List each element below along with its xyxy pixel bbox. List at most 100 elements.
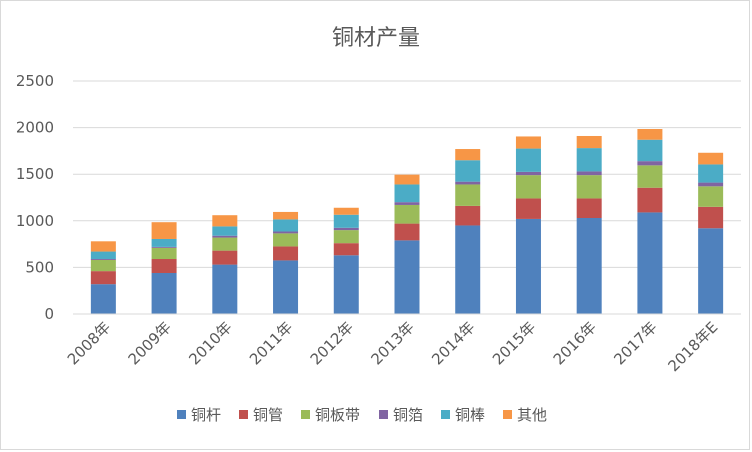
legend-label: 铜杆 (191, 406, 221, 424)
bar-segment (151, 272, 177, 314)
legend-swatch (379, 410, 388, 419)
bar-segment (637, 161, 663, 166)
bar-segment (698, 206, 724, 229)
gridlines (73, 80, 741, 268)
bar-segment (151, 246, 177, 248)
bar-segment (273, 260, 299, 314)
x-axis-ticks: 2008年 2009年 2010年 2011年 2012年 2013年 2014年 2015年… (64, 318, 722, 375)
x-tick-label: 2010年 (185, 318, 235, 368)
x-tick-label: 2018年E (664, 318, 721, 375)
bar-segment (333, 207, 359, 215)
bar-segment (698, 152, 724, 165)
legend-swatch (503, 410, 512, 419)
bar-segment (637, 165, 663, 188)
bar-segment (576, 175, 602, 199)
bar-segment (515, 198, 541, 219)
bar-segment (637, 128, 663, 140)
x-tick-label: 2008年 (64, 318, 114, 368)
bar-segment (333, 227, 359, 231)
bar-segment (637, 212, 663, 314)
y-tick-label: 1500 (16, 165, 54, 183)
legend-swatch (239, 410, 248, 419)
x-tick-label: 2015年 (489, 318, 539, 368)
x-tick-label: 2014年 (428, 318, 478, 368)
x-tick-label: 2013年 (367, 318, 417, 368)
bar-segment (273, 246, 299, 261)
y-tick-label: 0 (44, 305, 54, 323)
x-tick-label: 2009年 (125, 318, 175, 368)
y-tick-label: 500 (25, 258, 54, 276)
bar-segment (151, 238, 177, 247)
bar-segment (212, 237, 238, 251)
bar-segment (212, 264, 238, 314)
x-tick-label: 2012年 (307, 318, 357, 368)
chart-title: 铜材产量 (332, 26, 420, 51)
bar-segment (394, 184, 420, 203)
bar-segment (90, 241, 116, 252)
bar-segment (455, 184, 481, 206)
bar-segment (698, 164, 724, 183)
bar-segment (698, 182, 724, 187)
bar-segment (576, 171, 602, 176)
bar-segment (333, 255, 359, 314)
bar-segment (333, 214, 359, 228)
bar-segment (576, 148, 602, 172)
bar-segment (515, 136, 541, 149)
bar-segment (637, 139, 663, 162)
y-tick-label: 2500 (16, 72, 54, 90)
y-tick-label: 2000 (16, 119, 54, 137)
x-tick-label: 2016年 (550, 318, 600, 368)
x-tick-label: 2017年 (610, 318, 660, 368)
bar-segment (455, 181, 481, 185)
bar-segment (212, 250, 238, 265)
legend-swatch (441, 410, 450, 419)
bar-segment (90, 259, 116, 272)
bar-segment (576, 198, 602, 219)
x-tick-label: 2011年 (246, 318, 296, 368)
bar-segment (273, 233, 299, 247)
bars (90, 128, 724, 314)
legend-label: 铜管 (253, 406, 283, 424)
bar-segment (576, 218, 602, 314)
bar-segment (212, 226, 238, 236)
bar-segment (576, 135, 602, 149)
bar-segment (333, 230, 359, 244)
bar-segment (394, 240, 420, 314)
bar-segment (151, 222, 177, 239)
bar-segment (151, 259, 177, 273)
bar-segment (212, 235, 238, 238)
bar-segment (394, 174, 420, 185)
bar-segment (637, 187, 663, 213)
bar-segment (515, 148, 541, 172)
legend-swatch (301, 410, 310, 419)
bar-segment (273, 211, 299, 220)
bar-segment (515, 175, 541, 199)
bar-segment (90, 251, 116, 260)
bar-segment (455, 160, 481, 182)
legend-label: 铜箔 (393, 406, 423, 424)
bar-segment (698, 186, 724, 207)
bar-segment (90, 259, 116, 260)
bar-segment (394, 223, 420, 241)
bar-segment (394, 204, 420, 224)
bar-segment (455, 225, 481, 314)
bar-segment (698, 228, 724, 314)
bar-segment (515, 171, 541, 176)
legend-label: 铜板带 (315, 406, 360, 424)
bar-segment (273, 219, 299, 232)
bar-segment (212, 215, 238, 227)
bar-segment (394, 202, 420, 205)
bar-segment (333, 243, 359, 256)
bar-segment (455, 149, 481, 161)
legend-swatch (177, 410, 186, 419)
legend-label: 其他 (517, 406, 547, 424)
bar-segment (455, 205, 481, 226)
y-axis-ticks: 0 500 1000 1500 2000 2500 (16, 72, 54, 323)
legend-label: 铜棒 (455, 406, 485, 424)
bar-segment (151, 247, 177, 260)
y-tick-label: 1000 (16, 212, 54, 230)
bar-segment (515, 218, 541, 314)
bar-segment (273, 231, 299, 234)
